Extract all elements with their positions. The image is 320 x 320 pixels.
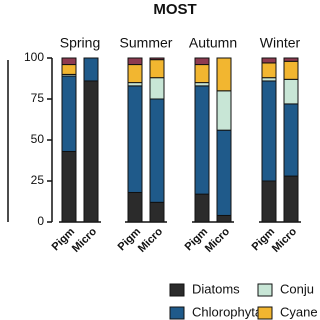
legend-swatch (257, 283, 273, 297)
bar-segment (83, 80, 99, 223)
group-label: Summer (120, 35, 173, 51)
bar-segment (61, 57, 77, 66)
legend-swatch (257, 306, 273, 320)
bar-segment (149, 201, 165, 223)
bar-segment (194, 57, 210, 66)
bar-segment (261, 180, 277, 223)
x-tick-label: Micro (270, 225, 299, 254)
legend-label: Diatoms (192, 281, 240, 296)
bar-segment (61, 150, 77, 223)
bar-segment (194, 193, 210, 223)
x-tick-label: Micro (203, 225, 232, 254)
bar-segment (283, 57, 299, 62)
y-tick-label: 25 (31, 173, 45, 187)
bar-segment (283, 78, 299, 105)
bar-segment (127, 191, 143, 223)
group-label: Spring (60, 35, 100, 51)
bar-segment (216, 90, 232, 131)
bar-segment (283, 175, 299, 223)
y-tick-label: 100 (24, 50, 44, 64)
bar-segment (261, 62, 277, 79)
y-tick-label: 50 (31, 132, 45, 146)
legend-label: Conju (280, 281, 314, 296)
bar-segment (127, 57, 143, 66)
bar-segment (127, 85, 143, 193)
group-label: Autumn (189, 35, 237, 51)
bar-segment (194, 85, 210, 195)
bar-segment (149, 77, 165, 100)
bar-segment (283, 103, 299, 177)
group-label: Winter (260, 35, 301, 51)
y-tick-label: 75 (31, 91, 45, 105)
bar-segment (194, 64, 210, 84)
legend-label: Cyane (280, 304, 318, 319)
x-tick-label: Micro (70, 225, 99, 254)
bar-segment (149, 98, 165, 203)
bar-segment (261, 57, 277, 64)
y-tick-label: 0 (37, 214, 44, 228)
legend-swatch (169, 306, 185, 320)
chart-title: MOST (153, 1, 196, 18)
bar-segment (83, 57, 99, 82)
legend-swatch (169, 283, 185, 297)
x-tick-label: Micro (136, 225, 165, 254)
bar-segment (149, 57, 165, 61)
bar-segment (61, 75, 77, 152)
bar-segment (149, 59, 165, 79)
bar-segment (261, 80, 277, 182)
bar-segment (216, 57, 232, 92)
bar-segment (216, 214, 232, 223)
bar-segment (127, 64, 143, 84)
bar-segment (216, 129, 232, 216)
bar-segment (283, 60, 299, 80)
legend-label: Chlorophyta (192, 304, 263, 319)
bar-segment (61, 64, 77, 75)
